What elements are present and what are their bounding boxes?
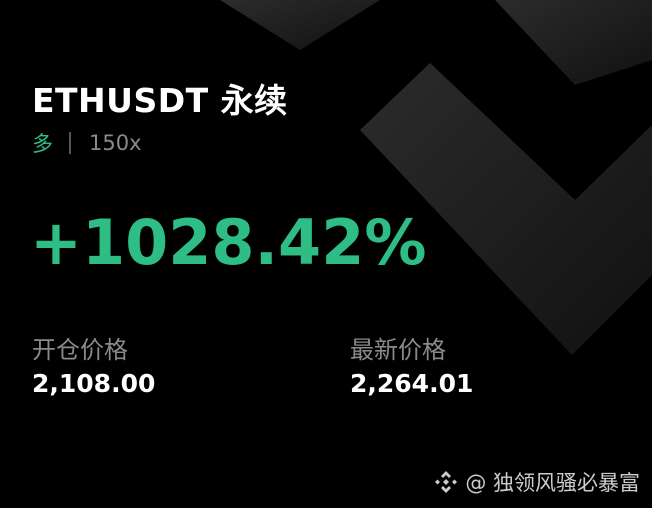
chevron-shape xyxy=(220,0,380,50)
position-side: 多 xyxy=(32,132,53,156)
pnl-percentage: +1028.42% xyxy=(30,206,427,279)
last-price-label: 最新价格 xyxy=(350,336,446,364)
footer-author: @ 独领风骚必暴富 xyxy=(465,471,640,495)
leverage: 150x xyxy=(89,131,142,155)
entry-price-label: 开仓价格 xyxy=(32,336,128,364)
entry-price-value: 2,108.00 xyxy=(32,369,156,398)
position-info: 多 150x xyxy=(32,128,142,158)
contract-title: ETHUSDT 永续 xyxy=(32,81,288,120)
last-price-value: 2,264.01 xyxy=(350,369,474,398)
divider xyxy=(69,132,71,154)
chevron-shape xyxy=(360,63,652,355)
binance-logo-icon xyxy=(435,471,458,493)
chevron-shape xyxy=(495,0,652,85)
footer-watermark: @ 独领风骚必暴富 xyxy=(433,467,640,497)
